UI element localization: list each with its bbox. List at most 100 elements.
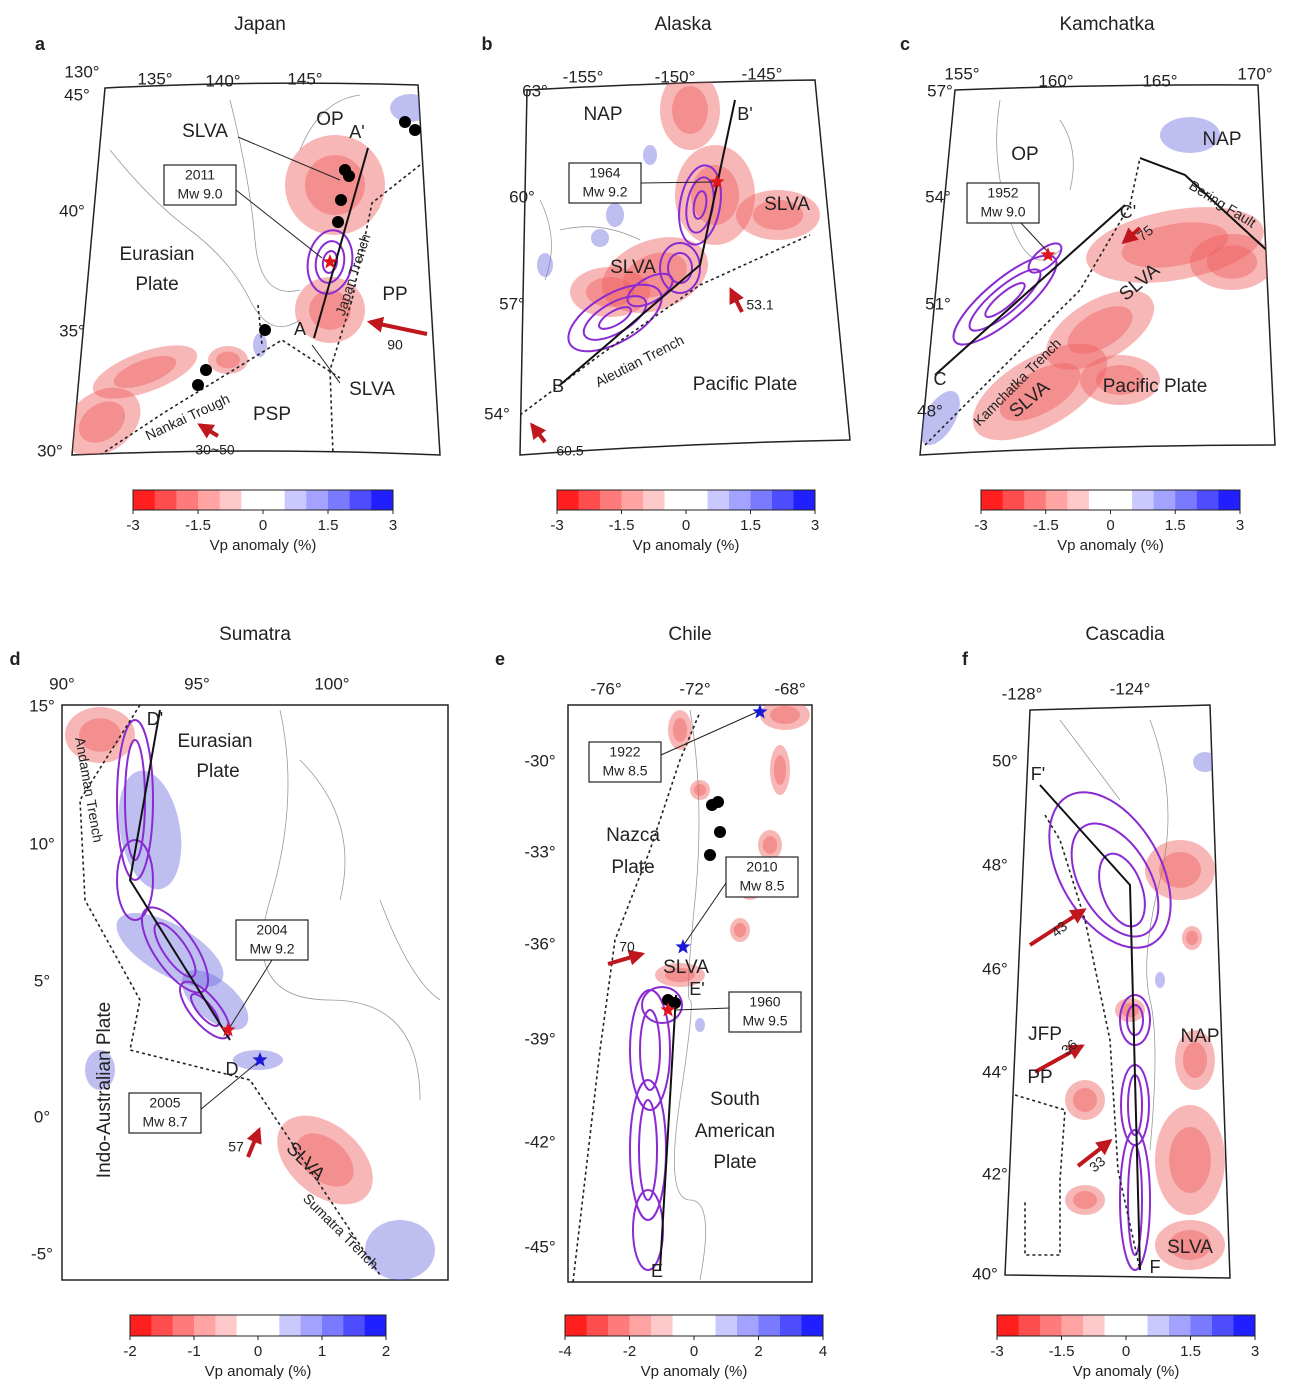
rupture-contour	[639, 1009, 661, 1091]
colorbar-segment	[263, 490, 286, 510]
aftershock-dot	[399, 116, 411, 128]
aftershock-dot	[259, 324, 271, 336]
low-velocity-anomaly	[113, 356, 177, 388]
callout-magnitude: Mw 9.2	[582, 184, 627, 200]
colorbar-tick-label: 1.5	[318, 517, 339, 534]
low-velocity-anomaly	[672, 86, 708, 134]
colorbar-segment	[154, 490, 177, 510]
map-label: American	[695, 1121, 775, 1142]
map-label: 30~50	[195, 442, 235, 458]
low-velocity-anomaly	[752, 200, 804, 230]
colorbar-segment	[133, 490, 156, 510]
callout-magnitude: Mw 8.5	[739, 878, 784, 894]
panel-letter: a	[35, 34, 46, 54]
colorbar-segment	[172, 1315, 195, 1336]
colorbar-tick-label: 2	[382, 1343, 390, 1360]
callout-year: 2010	[746, 859, 777, 875]
leader-line	[660, 711, 758, 756]
low-velocity-anomaly	[672, 718, 688, 742]
callout-box	[128, 1092, 202, 1134]
colorbar-segment	[997, 1315, 1019, 1336]
low-velocity-anomaly	[277, 1115, 373, 1205]
callout-year: 2005	[149, 1095, 180, 1111]
longitude-label: -155°	[563, 67, 604, 86]
plate-motion-arrow	[366, 316, 428, 336]
latitude-label: 54°	[925, 187, 951, 206]
map-label: SLVA	[1167, 1237, 1213, 1258]
epicenter-star	[1040, 247, 1056, 262]
colorbar-segment	[284, 490, 307, 510]
colorbar-tick-label: -1.5	[1033, 517, 1059, 534]
callout-box	[728, 991, 802, 1033]
high-velocity-anomaly	[606, 203, 624, 227]
epicenter-star	[709, 174, 725, 189]
coastline	[673, 709, 706, 1281]
plate-motion-arrow	[607, 949, 646, 966]
rupture-contour	[1098, 852, 1146, 928]
longitude-label: -145°	[742, 64, 783, 83]
longitude-label: 100°	[314, 674, 349, 693]
callout-year: 2011	[185, 167, 215, 183]
colorbar-segment	[686, 490, 708, 510]
plate-motion-arrow	[530, 422, 547, 444]
map-label: SLVA	[349, 379, 395, 400]
longitude-label: -72°	[679, 679, 710, 698]
colorbar-tick-label: -4	[558, 1343, 571, 1360]
rupture-contour	[321, 250, 339, 274]
rupture-contour	[314, 240, 346, 284]
low-velocity-anomaly	[78, 401, 126, 443]
rupture-contour	[626, 272, 674, 308]
trench	[257, 304, 263, 346]
colorbar-segment	[557, 490, 579, 510]
colorbar-segment	[729, 490, 751, 510]
colorbar-segment	[371, 490, 394, 510]
map-frame	[1004, 704, 1231, 1279]
colorbar-segment	[1196, 490, 1219, 510]
high-velocity-anomaly	[537, 253, 553, 277]
coastline	[1059, 719, 1169, 1151]
colorbar-segment	[780, 1315, 802, 1336]
colorbar-segment	[672, 1315, 695, 1336]
low-velocity-anomaly	[1182, 926, 1202, 950]
plate-motion-arrow	[729, 287, 744, 313]
colorbar-segment	[586, 1315, 609, 1336]
colorbar-segment	[981, 490, 1004, 510]
map-layers	[65, 705, 441, 1280]
low-velocity-anomaly	[1190, 234, 1274, 290]
colorbar-segment	[715, 1315, 738, 1336]
profile-line	[1039, 784, 1141, 1271]
low-velocity-anomaly	[770, 745, 790, 795]
colorbar-tick-label: -1.5	[1049, 1343, 1075, 1360]
epicenter-star	[220, 1022, 236, 1037]
map-label: A	[294, 319, 306, 339]
epicenter-star	[252, 1052, 268, 1067]
callout-magnitude: Mw 9.2	[249, 941, 294, 957]
colorbar-segment	[629, 1315, 652, 1336]
plate-motion-arrow	[1028, 908, 1087, 947]
map-label: Plate	[196, 761, 239, 782]
latitude-label: 15°	[29, 696, 55, 715]
high-velocity-anomaly	[920, 390, 960, 446]
colorbar-tick-label: 0	[254, 1343, 262, 1360]
colorbar-segment	[1110, 490, 1133, 510]
low-velocity-anomaly	[760, 705, 810, 730]
map-label: C'	[1120, 202, 1136, 222]
map-layers	[1014, 719, 1225, 1271]
colorbar-tick-label: 4	[819, 1343, 827, 1360]
low-velocity-anomaly	[295, 277, 365, 343]
colorbar-tick-label: -3	[990, 1343, 1003, 1360]
latitude-label: 44°	[982, 1062, 1008, 1081]
map-layers	[520, 80, 820, 416]
low-velocity-anomaly	[660, 80, 720, 150]
colorbar-segment	[194, 1315, 216, 1336]
callout-box	[568, 162, 642, 204]
low-velocity-anomaly	[1155, 1105, 1225, 1215]
colorbar-segment	[1126, 1315, 1148, 1336]
colorbar-tick-label: -3	[126, 517, 139, 534]
rupture-contour	[1126, 1004, 1144, 1036]
profile-line	[313, 147, 369, 339]
colorbar-segment	[1147, 1315, 1170, 1336]
map-frame	[61, 704, 449, 1281]
high-velocity-anomaly	[1193, 752, 1217, 772]
colorbar-segment	[1061, 1315, 1084, 1336]
